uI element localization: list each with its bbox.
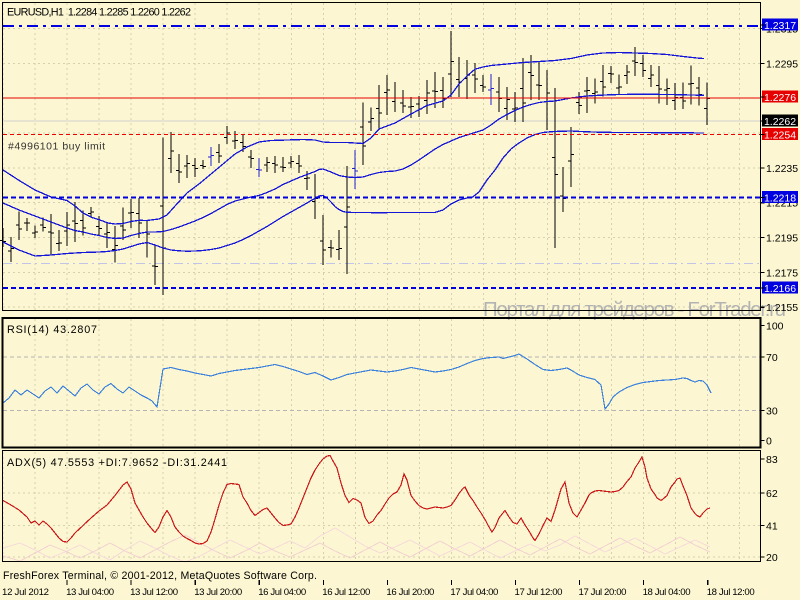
svg-text:41: 41 [766,521,778,533]
svg-text:0: 0 [766,436,772,448]
svg-text:16 Jul 20:00: 16 Jul 20:00 [386,587,434,598]
svg-text:1.2317: 1.2317 [764,20,796,32]
svg-text:1.2175: 1.2175 [766,267,798,279]
svg-text:17 Jul 20:00: 17 Jul 20:00 [579,587,627,598]
svg-text:13 Jul 12:00: 13 Jul 12:00 [130,587,178,598]
svg-text:1.2276: 1.2276 [764,92,796,104]
svg-text:1.2262: 1.2262 [764,116,796,128]
svg-text:Портал для трейдеров - ForTrad: Портал для трейдеров - ForTrader.ru [483,298,786,321]
svg-text:1.2166: 1.2166 [764,283,796,295]
svg-text:12 Jul 2012: 12 Jul 2012 [2,587,49,598]
svg-text:1.2218: 1.2218 [764,193,796,205]
svg-text:13 Jul 04:00: 13 Jul 04:00 [66,587,114,598]
svg-text:17 Jul 12:00: 17 Jul 12:00 [515,587,563,598]
svg-text:18 Jul 12:00: 18 Jul 12:00 [707,587,755,598]
svg-text:1.2254: 1.2254 [764,130,796,142]
svg-text:RSI(14) 43.2807: RSI(14) 43.2807 [7,324,97,336]
svg-text:16 Jul 12:00: 16 Jul 12:00 [322,587,370,598]
svg-text:20: 20 [766,552,778,564]
svg-text:16 Jul 04:00: 16 Jul 04:00 [258,587,306,598]
svg-text:#4996101 buy limit: #4996101 buy limit [8,141,105,153]
svg-text:ADX(5) 47.5553 +DI:7.9652 -DI:: ADX(5) 47.5553 +DI:7.9652 -DI:31.2441 [7,457,227,469]
svg-text:83: 83 [766,454,778,466]
svg-text:1.2235: 1.2235 [766,163,798,175]
svg-text:FreshForex Terminal, © 2001-20: FreshForex Terminal, © 2001-2012, MetaQu… [3,570,317,582]
svg-text:1.2155: 1.2155 [766,302,798,314]
svg-text:18 Jul 04:00: 18 Jul 04:00 [643,587,691,598]
svg-text:70: 70 [766,352,778,364]
svg-text:EURUSD,H1 1.2284 1.2285 1.226: EURUSD,H1 1.2284 1.2285 1.2260 1.2262 [7,7,191,19]
svg-text:1.2195: 1.2195 [766,233,798,245]
svg-text:17 Jul 04:00: 17 Jul 04:00 [450,587,498,598]
svg-text:13 Jul 20:00: 13 Jul 20:00 [194,587,242,598]
svg-text:62: 62 [766,488,778,500]
svg-text:30: 30 [766,406,778,418]
svg-text:100: 100 [766,321,784,333]
svg-text:1.2295: 1.2295 [766,58,798,70]
